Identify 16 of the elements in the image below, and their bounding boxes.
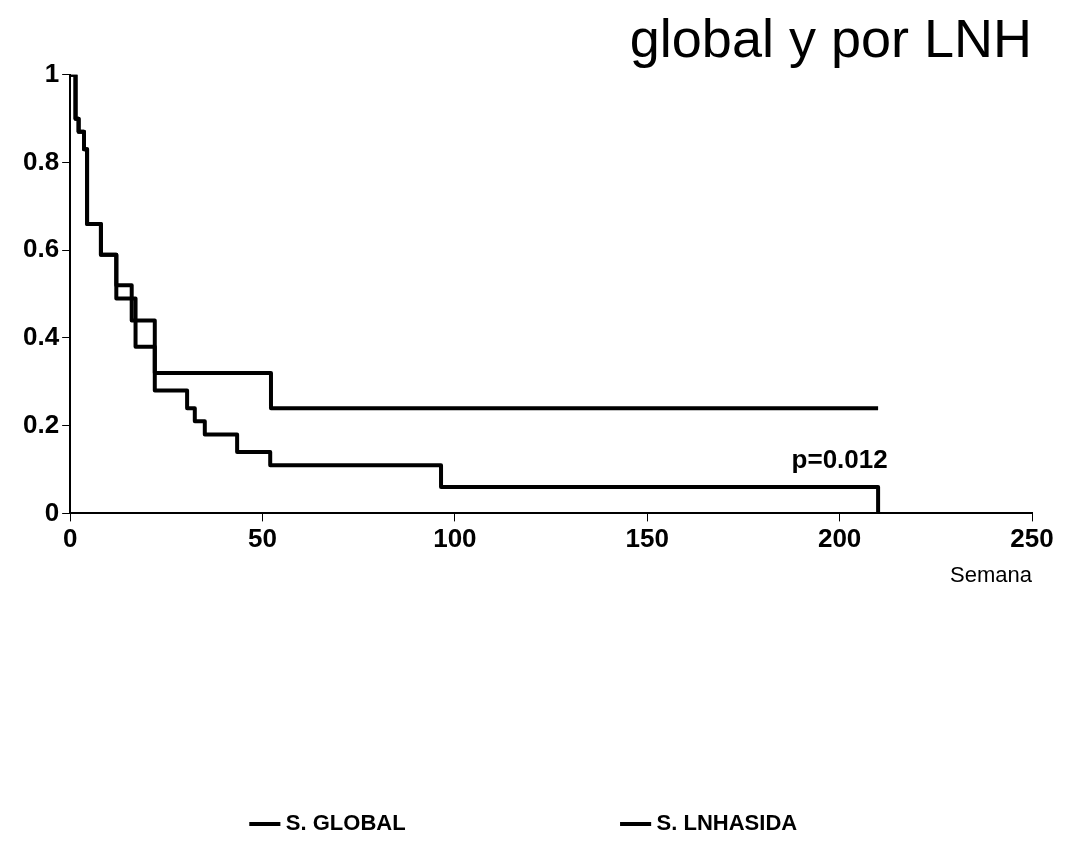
y-tick-label: 1: [44, 57, 60, 88]
x-tick-label: 250: [1010, 523, 1054, 554]
annotation: p=0.012: [791, 443, 888, 474]
legend-label: S. GLOBAL: [285, 810, 406, 836]
x-axis-title: Semana: [950, 561, 1033, 587]
legend-label: S. LNHASIDA: [656, 810, 798, 836]
y-tick-label: 0.8: [22, 145, 60, 176]
y-tick-label: 0: [44, 496, 60, 527]
y-tick-label: 0.2: [22, 408, 60, 439]
y-tick-label: 0.4: [22, 321, 60, 352]
x-tick-label: 100: [433, 523, 477, 554]
x-tick-label: 50: [248, 523, 277, 554]
x-tick-label: 200: [817, 523, 862, 554]
chart-title: global y por LNH: [629, 8, 1032, 69]
y-tick-label: 0.6: [22, 233, 60, 264]
x-tick-label: 150: [625, 523, 669, 554]
